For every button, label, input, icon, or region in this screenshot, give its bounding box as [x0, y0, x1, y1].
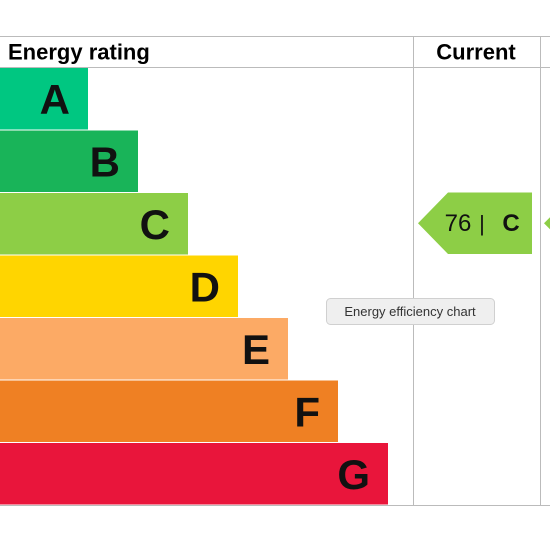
potential-arrow: [544, 217, 550, 230]
band-letter: F: [294, 388, 320, 435]
header-current: Current: [436, 40, 516, 65]
band-bar: [0, 318, 288, 380]
current-value: 76: [445, 210, 472, 237]
band-letter: E: [242, 326, 270, 373]
current-separator: |: [479, 211, 485, 236]
band-letter: D: [190, 263, 220, 310]
band-bar: [0, 130, 138, 192]
header-title: Energy rating: [8, 40, 150, 65]
band-letter: G: [337, 451, 370, 498]
band-bar: [0, 193, 188, 255]
band-bar: [0, 68, 88, 130]
tooltip-box: [326, 298, 495, 325]
band-letter: B: [90, 138, 120, 185]
band-bar: [0, 255, 238, 317]
band-letter: A: [40, 76, 70, 123]
current-letter: C: [502, 210, 519, 237]
band-bar: [0, 443, 388, 505]
band-bar: [0, 380, 338, 442]
current-arrow: [418, 192, 532, 254]
tooltip-text: Energy efficiency chart: [344, 304, 476, 319]
band-letter: C: [140, 201, 170, 248]
